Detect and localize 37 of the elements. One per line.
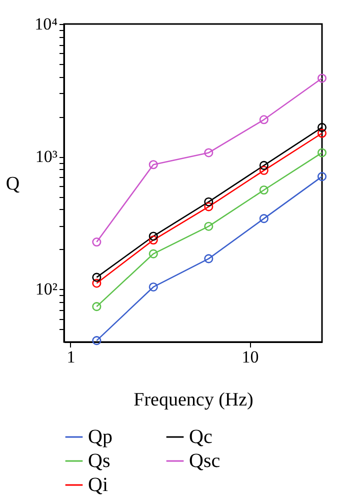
point <box>148 160 158 170</box>
point <box>92 238 102 247</box>
point <box>204 197 214 206</box>
point <box>317 172 327 182</box>
point <box>204 222 214 231</box>
legend-label: Qp <box>88 426 112 448</box>
point <box>204 148 214 158</box>
point <box>259 115 268 124</box>
x-axis-title: Frequency (Hz) <box>134 390 254 410</box>
point <box>148 236 158 245</box>
point <box>317 148 327 158</box>
y-tick-label: 10² <box>35 280 58 299</box>
point <box>92 302 102 312</box>
y-tick-label: 10³ <box>35 147 58 166</box>
x-tick-label: 10 <box>242 348 259 366</box>
legend-label: Qs <box>88 450 110 472</box>
point <box>92 278 102 288</box>
point <box>92 336 102 346</box>
legend-label: Qc <box>189 426 212 448</box>
point <box>317 122 327 132</box>
point <box>148 249 158 258</box>
point <box>204 254 214 264</box>
point <box>317 128 327 138</box>
point <box>92 272 102 282</box>
y-axis-title: Q <box>6 174 20 194</box>
point <box>259 214 268 224</box>
point <box>259 160 268 170</box>
point <box>259 166 268 175</box>
legend-label: Qi <box>88 474 108 496</box>
point <box>148 232 158 241</box>
x-tick-label: 1 <box>66 348 76 366</box>
point <box>204 202 214 212</box>
point <box>259 185 268 195</box>
legend-label: Qsc <box>189 450 220 472</box>
y-tick-label: 10⁴ <box>34 14 58 34</box>
point <box>148 282 158 292</box>
point <box>317 74 327 83</box>
